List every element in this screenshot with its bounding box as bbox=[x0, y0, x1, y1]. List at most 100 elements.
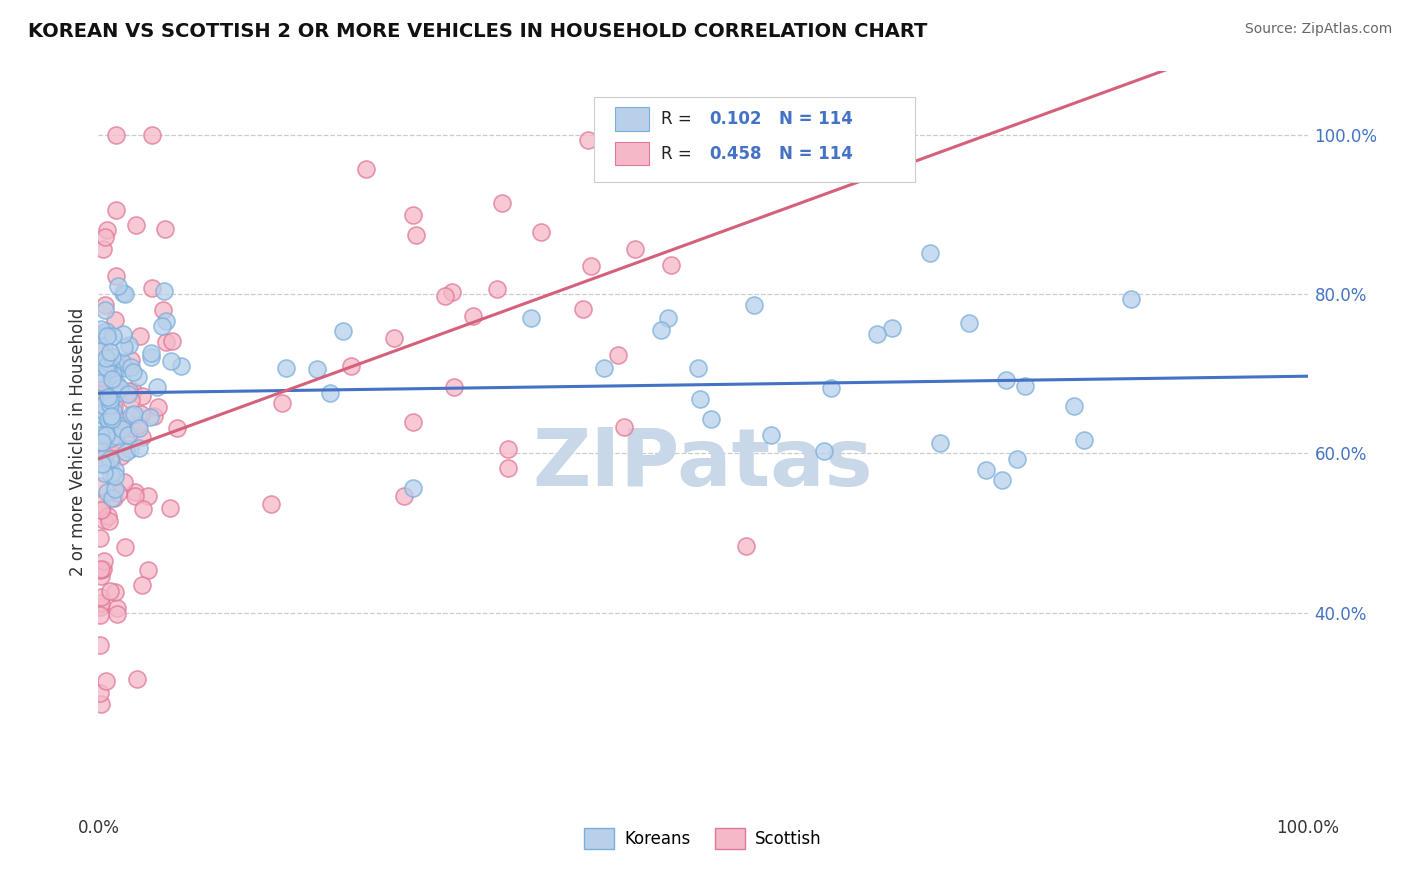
Point bbox=[105, 203, 128, 218]
Point bbox=[120, 442, 142, 456]
Point bbox=[319, 386, 342, 401]
Point bbox=[89, 401, 111, 416]
Point bbox=[152, 284, 174, 298]
Point bbox=[496, 461, 519, 475]
Point bbox=[89, 366, 111, 380]
Point bbox=[276, 361, 298, 376]
Point bbox=[128, 420, 150, 434]
Point bbox=[114, 412, 136, 426]
Point bbox=[104, 463, 127, 477]
Point bbox=[96, 222, 118, 236]
Point bbox=[90, 498, 112, 512]
Point bbox=[606, 348, 628, 362]
Point bbox=[759, 428, 782, 442]
Point bbox=[89, 532, 111, 546]
Point bbox=[96, 329, 118, 343]
Point bbox=[920, 245, 942, 260]
Point bbox=[94, 298, 117, 312]
Point bbox=[170, 359, 193, 373]
Point bbox=[90, 502, 112, 516]
Point bbox=[98, 451, 121, 466]
Point bbox=[91, 242, 114, 256]
Point bbox=[112, 475, 135, 490]
Point bbox=[94, 303, 117, 318]
Point bbox=[107, 418, 129, 433]
Point bbox=[742, 297, 765, 311]
Point bbox=[405, 227, 427, 242]
Point bbox=[880, 321, 903, 335]
Point bbox=[89, 395, 111, 409]
Point bbox=[89, 639, 111, 653]
Point bbox=[90, 597, 112, 611]
Point bbox=[93, 554, 115, 568]
Point bbox=[100, 431, 122, 445]
Point bbox=[90, 569, 112, 583]
Point bbox=[104, 128, 127, 142]
Point bbox=[89, 479, 111, 493]
Point bbox=[97, 509, 120, 524]
Point bbox=[131, 389, 153, 403]
Point bbox=[100, 372, 122, 386]
Y-axis label: 2 or more Vehicles in Household: 2 or more Vehicles in Household bbox=[69, 308, 87, 575]
Point bbox=[657, 311, 679, 326]
Point bbox=[166, 421, 188, 435]
Point bbox=[624, 242, 647, 256]
Point bbox=[112, 286, 135, 301]
Point bbox=[97, 390, 120, 404]
Text: N = 114: N = 114 bbox=[779, 145, 853, 162]
Point bbox=[90, 376, 112, 390]
Point bbox=[105, 601, 128, 615]
Point bbox=[491, 196, 513, 211]
Point bbox=[117, 387, 139, 401]
Point bbox=[122, 384, 145, 398]
Point bbox=[104, 410, 127, 425]
Text: ZIPatas: ZIPatas bbox=[533, 425, 873, 503]
Point bbox=[1005, 452, 1028, 467]
Point bbox=[89, 600, 111, 615]
Point bbox=[260, 497, 283, 511]
Point bbox=[90, 590, 112, 604]
Point bbox=[89, 407, 111, 421]
Point bbox=[1014, 378, 1036, 392]
Point bbox=[1063, 399, 1085, 413]
Point bbox=[974, 463, 997, 477]
Point bbox=[112, 340, 135, 354]
Point bbox=[129, 407, 152, 421]
Point bbox=[103, 355, 125, 369]
Point bbox=[125, 219, 148, 233]
Point bbox=[496, 442, 519, 456]
Point bbox=[120, 426, 142, 441]
FancyBboxPatch shape bbox=[614, 107, 648, 130]
Point bbox=[718, 147, 741, 161]
Point bbox=[118, 384, 141, 398]
Point bbox=[93, 329, 115, 343]
FancyBboxPatch shape bbox=[595, 97, 915, 183]
Point bbox=[991, 474, 1014, 488]
Point bbox=[104, 364, 127, 378]
Point bbox=[659, 258, 682, 272]
Point bbox=[122, 365, 145, 379]
Point bbox=[139, 350, 162, 364]
Point bbox=[100, 409, 122, 423]
Point bbox=[97, 417, 120, 431]
Point bbox=[107, 278, 129, 293]
Point bbox=[120, 408, 142, 422]
Point bbox=[104, 429, 127, 443]
Point bbox=[127, 370, 149, 384]
Point bbox=[100, 468, 122, 483]
Point bbox=[89, 434, 111, 449]
Point bbox=[89, 322, 111, 336]
Point bbox=[101, 402, 124, 417]
Point bbox=[592, 361, 614, 376]
Point bbox=[1121, 292, 1143, 306]
Point bbox=[820, 381, 842, 395]
Point bbox=[120, 360, 142, 375]
Point bbox=[89, 608, 111, 623]
Point bbox=[91, 326, 114, 340]
Point bbox=[114, 286, 136, 301]
Point bbox=[959, 316, 981, 330]
Point bbox=[613, 420, 636, 434]
Point bbox=[125, 672, 148, 686]
Text: 0.102: 0.102 bbox=[709, 110, 762, 128]
Point bbox=[96, 484, 118, 499]
